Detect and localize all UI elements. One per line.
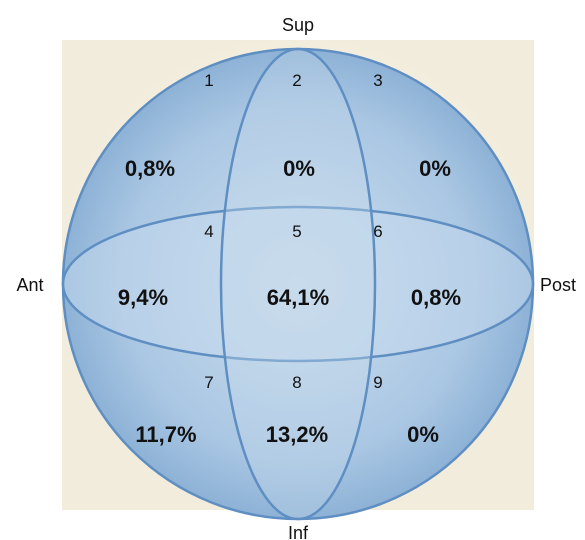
zone-5-percent: 64,1% bbox=[267, 285, 329, 310]
zone-9-number: 9 bbox=[373, 373, 382, 392]
vertical-ellipse bbox=[219, 47, 377, 521]
zone-5-number: 5 bbox=[292, 222, 301, 241]
zone-9-percent: 0% bbox=[407, 422, 439, 447]
label-sup: Sup bbox=[282, 15, 314, 35]
zone-1-percent: 0,8% bbox=[125, 156, 175, 181]
zone-7-number: 7 bbox=[204, 373, 213, 392]
label-post: Post bbox=[540, 275, 576, 295]
zone-6-number: 6 bbox=[373, 222, 382, 241]
horizontal-ellipse bbox=[61, 205, 535, 363]
zone-4-percent: 9,4% bbox=[118, 285, 168, 310]
zone-8-percent: 13,2% bbox=[266, 422, 328, 447]
zone-3-number: 3 bbox=[373, 71, 382, 90]
label-ant: Ant bbox=[16, 275, 43, 295]
zone-2-percent: 0% bbox=[283, 156, 315, 181]
zone-1-number: 1 bbox=[204, 71, 213, 90]
zone-7-percent: 11,7% bbox=[135, 422, 196, 447]
zone-8-number: 8 bbox=[292, 373, 301, 392]
label-inf: Inf bbox=[288, 523, 309, 540]
zone-2-number: 2 bbox=[292, 71, 301, 90]
zone-4-number: 4 bbox=[204, 222, 213, 241]
zone-3-percent: 0% bbox=[419, 156, 451, 181]
zone-6-percent: 0,8% bbox=[411, 285, 461, 310]
